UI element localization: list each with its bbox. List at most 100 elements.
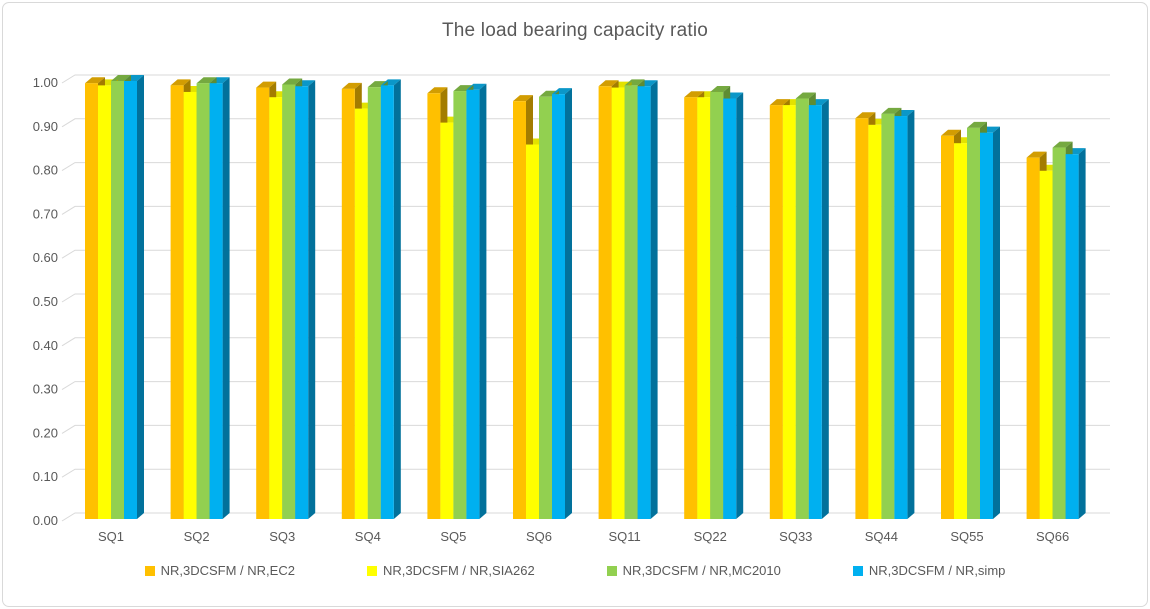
bar-SQ3-series2 [282, 84, 296, 519]
bar-top-face [598, 80, 619, 87]
bar-SQ6-series2 [539, 96, 552, 519]
y-axis-label: 0.80 [33, 163, 58, 178]
bar-top-face [367, 81, 388, 88]
bar-SQ33-series0 [769, 105, 783, 519]
bar-side-face [1078, 148, 1086, 519]
gridline [61, 205, 1110, 215]
x-axis-label: SQ11 [608, 529, 640, 544]
bar-side-face [907, 110, 915, 519]
y-axis-label: 0.90 [33, 119, 58, 134]
legend-item-3: NR,3DCSFM / NR,simp [852, 563, 1006, 578]
y-axis-label: 0.40 [33, 338, 58, 353]
bar-SQ6-series0 [513, 101, 526, 519]
gridline [61, 424, 1110, 434]
bar-top-face [941, 129, 961, 136]
y-axis-label: 0.30 [33, 382, 58, 397]
bar-SQ1-series2 [111, 81, 124, 519]
gridline [61, 468, 1110, 478]
bar-side-face [821, 99, 829, 519]
bar-top-face [967, 121, 987, 128]
bar-SQ6-series1 [526, 144, 539, 519]
gridline [61, 381, 1110, 391]
bar-SQ66-series0 [1026, 157, 1040, 519]
x-axis-label: SQ22 [694, 529, 727, 544]
bar-SQ33-series1 [782, 105, 796, 519]
bar-SQ11-series0 [598, 86, 612, 520]
x-axis-label: SQ2 [184, 529, 210, 544]
bar-SQ4-series2 [367, 87, 381, 519]
bar-side-face [137, 75, 144, 519]
bar-SQ22-series3 [723, 98, 737, 520]
bar-SQ2-series0 [170, 85, 184, 519]
bar-side-face [308, 80, 316, 520]
y-axis-label: 0.60 [33, 250, 58, 265]
bar-top-face [881, 107, 902, 114]
gridline [61, 249, 1110, 259]
bar-SQ22-series1 [697, 97, 711, 520]
bar-top-face [1026, 151, 1047, 158]
bar-SQ1-series3 [124, 81, 137, 519]
bar-top-face [85, 77, 105, 84]
bar-side-face [565, 88, 572, 519]
bar-side-face [736, 92, 744, 520]
legend-item-0: NR,3DCSFM / NR,EC2 [144, 563, 295, 578]
bar-SQ3-series0 [256, 87, 270, 519]
x-axis-label: SQ1 [98, 529, 124, 544]
legend-item-2: NR,3DCSFM / NR,MC2010 [606, 563, 781, 578]
bar-SQ22-series0 [684, 97, 698, 520]
bar-SQ55-series1 [954, 143, 967, 520]
x-axis-label: SQ44 [865, 529, 898, 544]
plot-area: 0.00 0.10 0.20 0.30 0.40 0.50 0.60 0.70 0.80 0.90… [33, 74, 1110, 544]
bar-SQ44-series0 [855, 118, 869, 519]
gridline [61, 337, 1110, 347]
bar-SQ2-series3 [209, 83, 223, 519]
gridline [61, 293, 1110, 303]
bar-top-face [341, 82, 362, 89]
x-axis-label: SQ3 [269, 529, 295, 544]
bar-top-face [855, 112, 876, 119]
x-axis-label: SQ66 [1036, 529, 1069, 544]
legend-item-1: NR,3DCSFM / NR,SIA262 [366, 563, 535, 578]
bar-side-face [479, 83, 487, 519]
bar-SQ3-series1 [269, 97, 283, 520]
legend-label: NR,3DCSFM / NR,MC2010 [622, 563, 781, 578]
bar-SQ66-series3 [1065, 154, 1079, 519]
bar-SQ1-series1 [98, 85, 111, 519]
x-axis-label: SQ55 [950, 529, 983, 544]
legend-label: NR,3DCSFM / NR,simp [868, 563, 1006, 578]
legend-swatch-icon [606, 565, 617, 576]
bar-SQ44-series2 [881, 113, 895, 519]
bar-SQ55-series3 [980, 132, 993, 519]
x-axis-label: SQ4 [355, 529, 381, 544]
bar-SQ66-series2 [1052, 147, 1066, 520]
bar-SQ1-series0 [85, 83, 98, 519]
bar-top-face [513, 95, 533, 102]
bar-top-face [710, 85, 731, 92]
bar-SQ55-series2 [967, 127, 980, 519]
bar-top-face [256, 81, 277, 88]
y-axis-label: 0.20 [33, 425, 58, 440]
bar-top-face [1052, 141, 1073, 148]
bar-SQ5-series2 [453, 91, 467, 519]
bar-SQ4-series1 [354, 108, 368, 520]
bar-SQ5-series1 [440, 122, 454, 520]
gridline [61, 162, 1110, 172]
y-axis-label: 0.00 [33, 513, 58, 528]
bar-SQ44-series1 [868, 124, 882, 520]
y-axis-label: 0.70 [33, 206, 58, 221]
bar-top-face [539, 90, 559, 97]
bar-top-face [684, 91, 705, 98]
bar-top-face [795, 92, 816, 99]
bar-SQ11-series2 [624, 85, 638, 519]
bar-SQ4-series0 [341, 88, 355, 519]
bar-SQ11-series1 [611, 87, 625, 519]
legend-label: NR,3DCSFM / NR,EC2 [160, 563, 295, 578]
bar-SQ33-series3 [808, 105, 822, 519]
legend-swatch-icon [366, 565, 377, 576]
y-axis-label: 0.50 [33, 294, 58, 309]
bar-SQ11-series3 [637, 86, 651, 520]
bar-top-face [769, 99, 790, 106]
bar-SQ2-series1 [183, 91, 197, 519]
bar-SQ33-series2 [795, 98, 809, 520]
